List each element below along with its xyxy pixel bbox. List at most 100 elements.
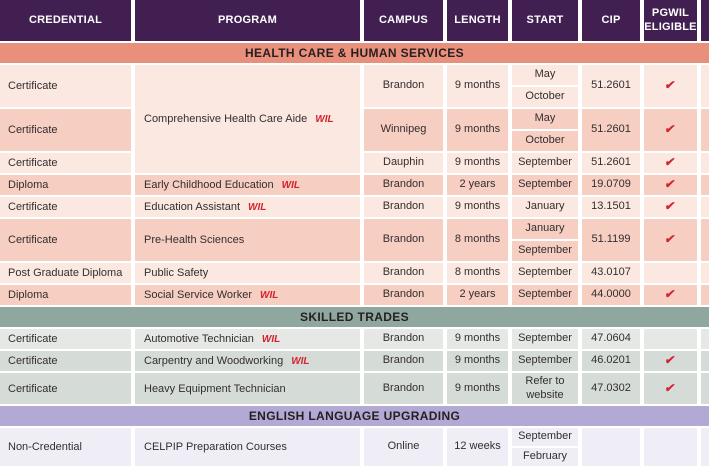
cell-pgwil: ✔ [644, 285, 701, 307]
section-band: SKILLED TRADES [0, 307, 709, 329]
wil-tag: WIL [315, 114, 334, 125]
cell-cip: 44.0000 [582, 285, 644, 307]
cell-program: Pre-Health Sciences [135, 219, 364, 263]
cell-length: 9 months [447, 329, 512, 351]
cell-campus: Brandon [364, 175, 447, 197]
section-row: ENGLISH LANGUAGE UPGRADING [0, 406, 709, 428]
cell-campus: Dauphin [364, 153, 447, 175]
cell-program: Carpentry and Woodworking WIL [135, 351, 364, 373]
check-icon: ✔ [664, 232, 677, 247]
cell-campus: Brandon [364, 197, 447, 219]
table-header-cell-6: PGWIL ELIGIBLE [644, 0, 701, 43]
cell-campus: Brandon [364, 65, 447, 109]
cell-cip: 47.0302 [582, 373, 644, 406]
cell-length: 9 months [447, 373, 512, 406]
cell-program: Education Assistant WIL [135, 197, 364, 219]
table-header-cell-4: START [512, 0, 582, 43]
program-name: Carpentry and Woodworking [144, 355, 284, 367]
cell-credential: Certificate [0, 153, 135, 175]
filler-cell [701, 175, 709, 197]
cell-start: September [512, 263, 582, 285]
program-name: Public Safety [144, 267, 209, 279]
cell-start: Refer to website [512, 373, 582, 406]
table-row: Certificate Education Assistant WIL Brandon… [0, 197, 709, 219]
cell-credential: Certificate [0, 197, 135, 219]
cell-credential: Certificate [0, 329, 135, 351]
wil-tag: WIL [291, 356, 310, 367]
program-name: CELPIP Preparation Courses [144, 441, 287, 453]
filler-cell [701, 65, 709, 109]
cell-program: Early Childhood Education WIL [135, 175, 364, 197]
wil-tag: WIL [281, 180, 300, 191]
cell-pgwil [644, 263, 701, 285]
check-icon: ✔ [664, 78, 677, 93]
table-row: Diploma Early Childhood Education WIL Brand… [0, 175, 709, 197]
cell-pgwil: ✔ [644, 219, 701, 263]
section-band: ENGLISH LANGUAGE UPGRADING [0, 406, 709, 428]
cell-start: September [512, 175, 582, 197]
cell-program: Automotive Technician WIL [135, 329, 364, 351]
filler-cell [701, 329, 709, 351]
cell-length: 8 months [447, 263, 512, 285]
cell-credential: Diploma [0, 285, 135, 307]
program-name: Heavy Equipment Technician [144, 382, 286, 395]
table-subrow: February [0, 448, 709, 468]
cell-campus: Brandon [364, 351, 447, 373]
cell-start: September [512, 153, 582, 175]
cell-credential: Diploma [0, 175, 135, 197]
header-row: CREDENTIAL PROGRAM CAMPUS LENGTH START CIP PGW… [0, 0, 709, 43]
program-name: Pre-Health Sciences [144, 234, 245, 246]
table-header-cell-5: CIP [582, 0, 644, 43]
cell-cip: 51.2601 [582, 109, 644, 153]
cell-pgwil: ✔ [644, 351, 701, 373]
cell-program: Social Service Worker WIL [135, 285, 364, 307]
cell-length: 8 months [447, 219, 512, 263]
cell-length: 12 weeks [447, 428, 512, 468]
table-row: Certificate Heavy Equipment Technician Bra… [0, 373, 709, 406]
cell-pgwil: ✔ [644, 197, 701, 219]
table-header-cell-3: LENGTH [447, 0, 512, 43]
section-row: SKILLED TRADES [0, 307, 709, 329]
cell-length: 9 months [447, 197, 512, 219]
filler-cell [701, 197, 709, 219]
check-icon: ✔ [664, 380, 677, 395]
check-icon: ✔ [664, 177, 677, 192]
table-row: Certificate Dauphin 9 months September 51.26… [0, 153, 709, 175]
program-name: Comprehensive Health Care Aide [144, 113, 308, 125]
check-icon: ✔ [664, 199, 677, 214]
table-row: Certificate Winnipeg 9 months May 51.2601 ✔ [0, 109, 709, 153]
table-row: Non-Credential CELPIP Preparation Courses… [0, 428, 709, 468]
wil-tag: WIL [260, 290, 279, 301]
filler-cell [701, 263, 709, 285]
section-row: HEALTH CARE & HUMAN SERVICES [0, 43, 709, 65]
cell-campus: Brandon [364, 329, 447, 351]
cell-cip: 43.0107 [582, 263, 644, 285]
cell-program: Heavy Equipment Technician [135, 373, 364, 406]
cell-cip: 13.1501 [582, 197, 644, 219]
cell-pgwil [644, 329, 701, 351]
check-icon: ✔ [664, 287, 677, 302]
cell-start: January [512, 197, 582, 219]
program-name: Early Childhood Education [144, 179, 274, 191]
program-name: Education Assistant [144, 201, 241, 213]
filler-cell [701, 219, 709, 263]
cell-campus: Winnipeg [364, 109, 447, 153]
cell-start: October [512, 87, 582, 109]
check-icon: ✔ [664, 353, 677, 368]
table-header-cell-0: CREDENTIAL [0, 0, 135, 43]
cell-credential: Certificate [0, 373, 135, 406]
cell-campus: Brandon [364, 219, 447, 263]
table-row: Certificate Carpentry and Woodworking WIL B… [0, 351, 709, 373]
filler-cell [701, 351, 709, 373]
cell-start: May [512, 109, 582, 131]
cell-cip: 19.0709 [582, 175, 644, 197]
filler-cell [701, 109, 709, 153]
filler-cell [701, 428, 709, 468]
table-row: Certificate Pre-Health Sciences Brandon 8 m… [0, 219, 709, 263]
cell-start: September [512, 428, 582, 448]
table-row: Diploma Social Service Worker WIL Brandon 2 … [0, 285, 709, 307]
cell-start: May [512, 65, 582, 87]
cell-credential: Certificate [0, 219, 135, 263]
